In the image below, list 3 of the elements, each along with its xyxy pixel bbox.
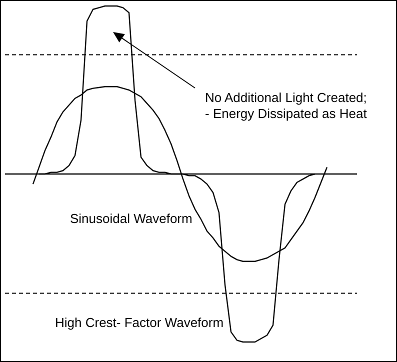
annotation: No Additional Light Created; - Energy Dissipated as Heat [205,90,368,121]
series-label: Sinusoidal Waveform [70,211,192,226]
series-label: High Crest- Factor Waveform [55,315,224,330]
